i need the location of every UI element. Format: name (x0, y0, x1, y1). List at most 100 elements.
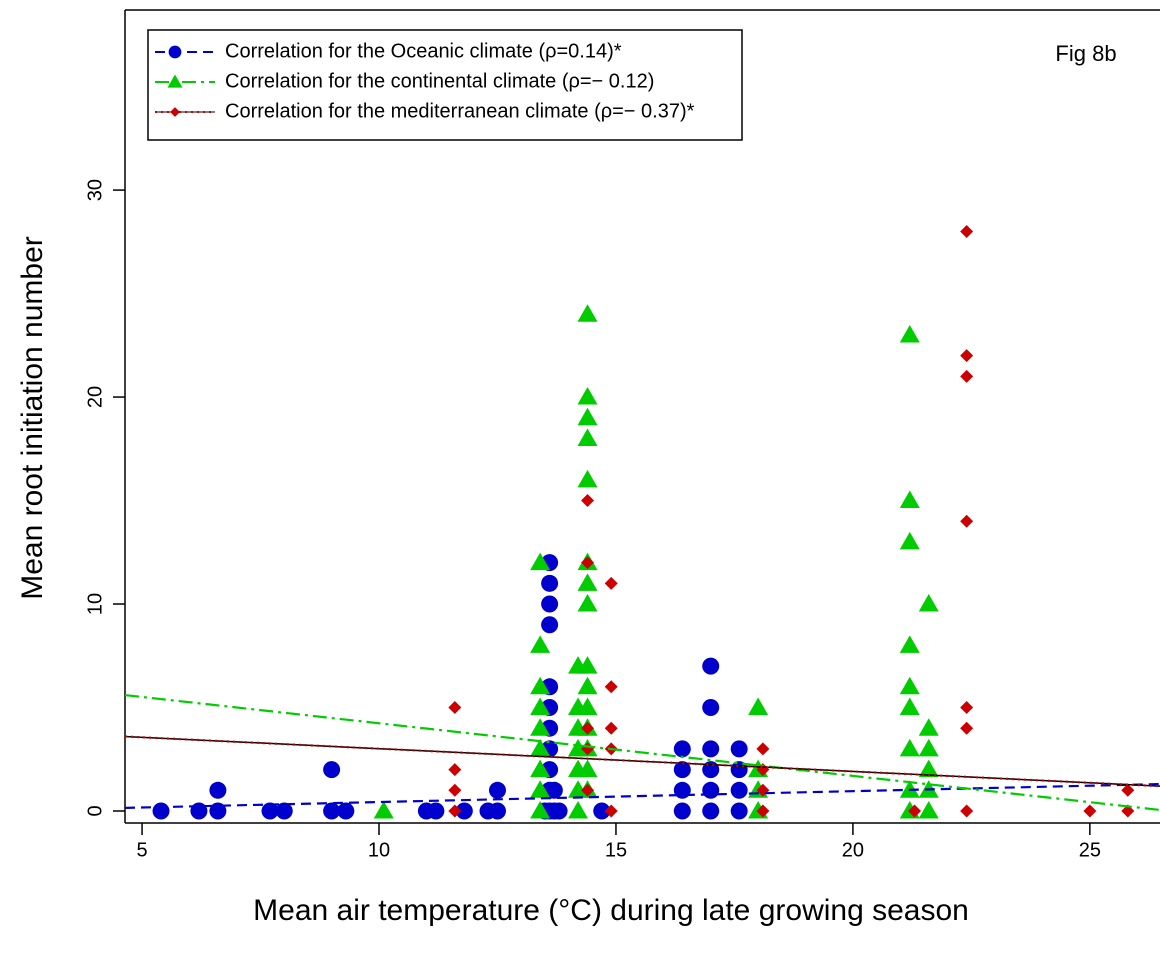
point (530, 738, 551, 757)
legend-label: Correlation for the mediterranean climat… (225, 100, 695, 122)
point (702, 740, 720, 758)
point (730, 802, 748, 820)
legend-label: Correlation for the continental climate … (225, 70, 654, 92)
point (960, 804, 974, 818)
point (577, 469, 598, 488)
point (577, 697, 598, 716)
point (702, 802, 720, 820)
point (577, 676, 598, 695)
point (918, 759, 939, 778)
point (960, 224, 974, 238)
point (577, 387, 598, 405)
point (530, 552, 551, 571)
point (673, 802, 691, 820)
point (581, 556, 595, 570)
point (899, 531, 920, 550)
point (604, 804, 618, 818)
point (581, 721, 595, 735)
point (918, 738, 939, 757)
point (541, 574, 559, 592)
point (167, 74, 183, 88)
point (899, 490, 920, 509)
point (455, 802, 473, 820)
x-axis-label: Mean air temperature (°C) during late gr… (253, 894, 969, 927)
point (530, 635, 551, 653)
point (1083, 804, 1097, 818)
point (530, 697, 551, 716)
point (730, 781, 748, 799)
trend-line (125, 782, 1160, 809)
point (541, 595, 559, 613)
point (323, 761, 341, 779)
point (899, 635, 920, 653)
point (373, 800, 394, 819)
point (530, 759, 551, 778)
point (427, 802, 445, 820)
plot-area (125, 35, 1160, 820)
legend-label: Correlation for the Oceanic climate (ρ=0… (225, 40, 622, 62)
point (530, 800, 551, 819)
point (748, 697, 769, 716)
point (960, 349, 974, 363)
point (323, 802, 341, 820)
point (960, 514, 974, 528)
point (448, 701, 462, 715)
point (577, 573, 598, 591)
y-tick-label: 10 (84, 593, 106, 615)
point (530, 780, 551, 798)
x-tick-label: 15 (605, 839, 627, 861)
point (448, 763, 462, 777)
point (899, 738, 920, 757)
point (581, 783, 595, 797)
point (918, 718, 939, 736)
legend-box (147, 29, 743, 141)
point (190, 802, 208, 820)
point (337, 802, 355, 820)
point (577, 428, 598, 446)
point (152, 802, 170, 820)
y-tick-label: 0 (84, 805, 106, 816)
point (488, 802, 506, 820)
point (918, 800, 939, 819)
point (702, 781, 720, 799)
point (577, 594, 598, 612)
point (960, 721, 974, 735)
point (702, 699, 720, 717)
point (577, 656, 598, 674)
point (545, 781, 563, 799)
point (448, 783, 462, 797)
point (960, 701, 974, 715)
y-tick-label: 20 (84, 386, 106, 408)
point (673, 740, 691, 758)
point (899, 697, 920, 716)
point (488, 781, 506, 799)
point (899, 676, 920, 695)
point (275, 802, 293, 820)
point (168, 45, 182, 59)
point (593, 802, 611, 820)
x-tick-label: 25 (1079, 839, 1101, 861)
y-axis-label: Mean root initiation number (16, 236, 49, 600)
point (568, 800, 589, 819)
point (918, 594, 939, 612)
point (209, 781, 227, 799)
point (604, 721, 618, 735)
trend-line (125, 693, 1160, 812)
point (604, 576, 618, 590)
point (899, 324, 920, 343)
point (261, 802, 279, 820)
point (730, 740, 748, 758)
annotation: Fig 8b (1055, 41, 1116, 66)
point (604, 680, 618, 694)
x-tick-label: 20 (842, 839, 864, 861)
y-tick-label: 30 (84, 179, 106, 201)
point (448, 804, 462, 818)
point (673, 761, 691, 779)
point (756, 742, 770, 756)
point (577, 304, 598, 322)
point (581, 494, 595, 508)
x-tick-label: 10 (368, 839, 390, 861)
point (702, 657, 720, 675)
